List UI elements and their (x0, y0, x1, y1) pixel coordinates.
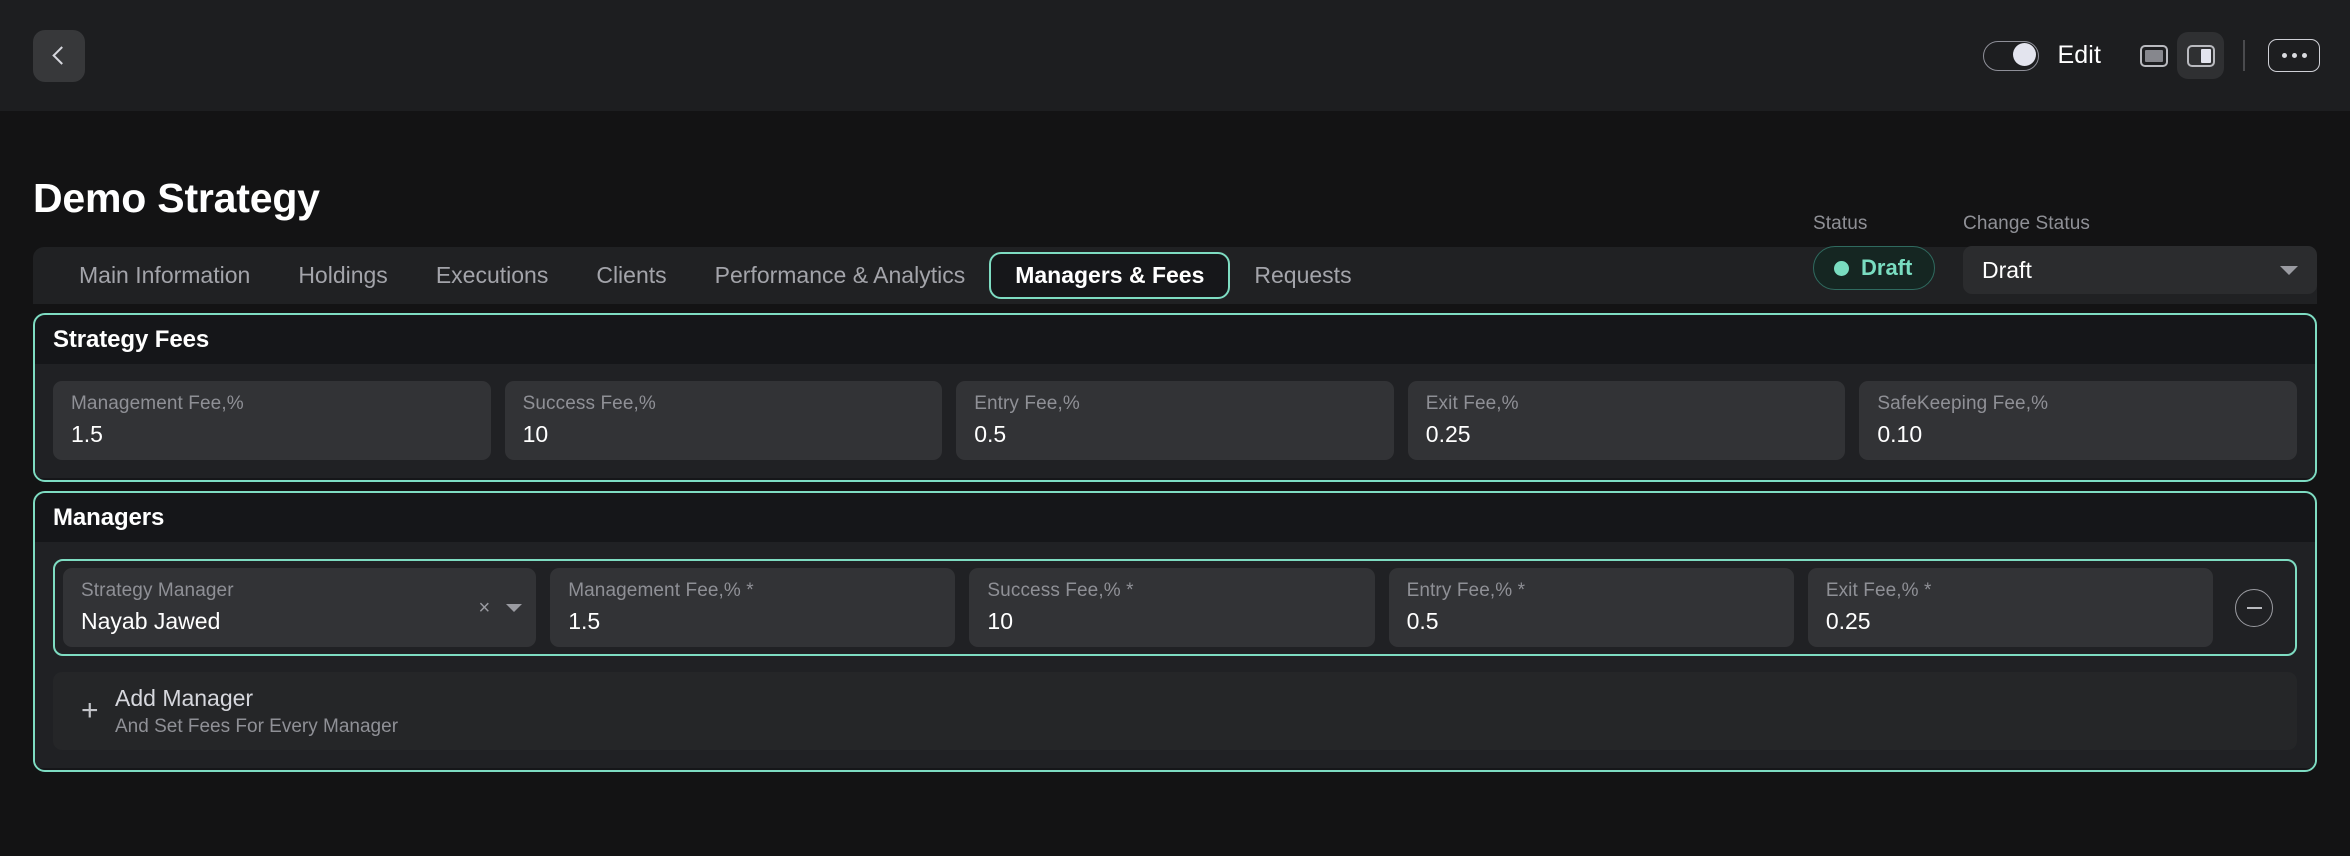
manager-success-fee-field[interactable]: Success Fee,% * 10 (969, 568, 1375, 647)
chevron-left-icon (52, 46, 71, 65)
field-value: 0.5 (974, 421, 1007, 447)
field-value: Nayab Jawed (81, 608, 221, 634)
status-area: Status Draft Change Status Draft (1813, 213, 2317, 294)
field-label: Success Fee,% * (987, 580, 1134, 601)
success-fee-field[interactable]: Success Fee,% 10 (504, 381, 943, 460)
minus-circle-icon (2246, 606, 2262, 609)
manager-management-fee-field[interactable]: Management Fee,% * 1.5 (550, 568, 956, 647)
panel-split-icon (2186, 44, 2215, 67)
field-label: Strategy Manager (81, 580, 234, 601)
add-manager-title: Add Manager (115, 684, 254, 711)
tab-bar: Main Information Holdings Executions Cli… (33, 247, 2317, 304)
field-value: 0.10 (1877, 421, 1923, 447)
top-bar: Edit (0, 0, 2350, 111)
edit-mode-toggle[interactable] (1982, 40, 2039, 71)
page-body: Demo Strategy Status Draft Change Status… (0, 111, 2350, 772)
manager-row: Strategy Manager Nayab Jawed × Managemen… (53, 559, 2297, 656)
field-label: Exit Fee,% * (1825, 580, 1932, 601)
field-label: Management Fee,% * (568, 580, 754, 601)
add-manager-subtitle: And Set Fees For Every Manager (115, 715, 399, 737)
field-label: Entry Fee,% * (1406, 580, 1526, 601)
status-dot-icon (1834, 260, 1849, 276)
field-value: 0.25 (1425, 421, 1471, 447)
plus-icon: + (81, 694, 99, 727)
tab-executions[interactable]: Executions (435, 262, 549, 288)
strategy-fees-panel: Strategy Fees Management Fee,% 1.5 Succe… (33, 313, 2317, 482)
field-label: SafeKeeping Fee,% (1877, 393, 2049, 414)
field-actions: × (479, 598, 523, 618)
field-label: Management Fee,% (71, 393, 244, 414)
view-split-button[interactable] (2177, 32, 2224, 79)
strategy-fees-fields: Management Fee,% 1.5 Success Fee,% 10 En… (53, 381, 2297, 460)
toolbar-divider (2243, 40, 2245, 71)
top-bar-actions: Edit (1982, 32, 2320, 79)
ellipsis-icon (2281, 53, 2287, 58)
back-button[interactable] (33, 29, 85, 82)
exit-fee-field[interactable]: Exit Fee,% 0.25 (1407, 381, 1846, 460)
status-badge-label: Draft (1861, 255, 1913, 280)
tab-managers-fees[interactable]: Managers & Fees (989, 252, 1231, 299)
strategy-fees-title: Strategy Fees (53, 326, 210, 353)
tab-main-information[interactable]: Main Information (79, 262, 251, 288)
more-options-button[interactable] (2268, 39, 2320, 72)
manager-entry-fee-field[interactable]: Entry Fee,% * 0.5 (1388, 568, 1794, 647)
title-row: Demo Strategy (33, 111, 2317, 219)
field-label: Exit Fee,% (1425, 393, 1519, 414)
management-fee-field[interactable]: Management Fee,% 1.5 (53, 381, 491, 460)
add-manager-texts: Add Manager And Set Fees For Every Manag… (115, 684, 399, 737)
tab-performance-analytics[interactable]: Performance & Analytics (714, 262, 966, 288)
strategy-manager-select[interactable]: Strategy Manager Nayab Jawed × (63, 568, 537, 647)
toggle-knob (2012, 43, 2036, 67)
field-value: 1.5 (568, 608, 601, 634)
add-manager-button[interactable]: + Add Manager And Set Fees For Every Man… (53, 672, 2297, 750)
managers-panel: Managers Strategy Manager Nayab Jawed × … (33, 491, 2317, 772)
page-title: Demo Strategy (33, 175, 320, 221)
status-caption: Status (1813, 213, 1868, 234)
panel-full-icon (2139, 44, 2168, 67)
tab-clients[interactable]: Clients (596, 262, 667, 288)
field-value: 10 (987, 608, 1013, 634)
change-status-value: Draft (1982, 256, 2032, 283)
tab-holdings[interactable]: Holdings (298, 262, 388, 288)
entry-fee-field[interactable]: Entry Fee,% 0.5 (956, 381, 1394, 460)
change-status-group: Change Status Draft (1963, 213, 2317, 294)
safekeeping-fee-field[interactable]: SafeKeeping Fee,% 0.10 (1859, 381, 2297, 460)
field-label: Entry Fee,% (974, 393, 1080, 414)
chevron-down-icon (2280, 265, 2298, 275)
ellipsis-icon (2291, 53, 2297, 58)
change-status-select[interactable]: Draft (1963, 246, 2317, 294)
change-status-caption: Change Status (1963, 213, 2090, 234)
remove-manager-button[interactable] (2235, 588, 2274, 627)
status-badge[interactable]: Draft (1813, 246, 1935, 290)
field-value: 10 (522, 421, 549, 447)
chevron-down-icon[interactable] (506, 603, 523, 612)
field-label: Success Fee,% (522, 393, 656, 414)
tab-requests[interactable]: Requests (1254, 262, 1352, 288)
view-full-button[interactable] (2130, 32, 2177, 79)
managers-body: Strategy Manager Nayab Jawed × Managemen… (35, 542, 2315, 768)
strategy-fees-body: Management Fee,% 1.5 Success Fee,% 10 En… (35, 364, 2315, 478)
close-icon[interactable]: × (478, 596, 491, 619)
field-value: 0.25 (1825, 608, 1871, 634)
field-value: 1.5 (71, 421, 103, 447)
manager-exit-fee-field[interactable]: Exit Fee,% * 0.25 (1807, 568, 2214, 647)
status-group: Status Draft (1813, 213, 1935, 290)
ellipsis-icon (2301, 53, 2307, 58)
field-value: 0.5 (1406, 608, 1439, 634)
edit-mode-label: Edit (2057, 41, 2101, 69)
managers-title: Managers (53, 504, 165, 531)
